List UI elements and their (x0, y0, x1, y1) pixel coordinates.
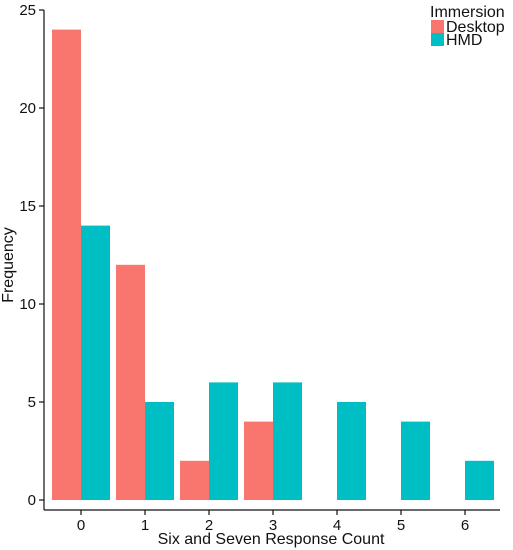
x-tick-label-4: 4 (333, 517, 341, 534)
x-axis-label: Six and Seven Response Count (158, 531, 385, 548)
bar-desktop-3 (244, 421, 273, 500)
x-tick-label-1: 1 (141, 517, 149, 534)
x-tick-label-6: 6 (461, 517, 469, 534)
bar-desktop-1 (116, 264, 145, 500)
bar-hmd-1 (145, 402, 174, 500)
y-tick-label-0: 0 (28, 492, 36, 509)
bars-group (52, 29, 494, 500)
y-tick-label-10: 10 (19, 296, 36, 313)
bar-hmd-2 (209, 382, 238, 500)
bar-hmd-0 (81, 225, 110, 500)
legend-label-desktop: Desktop (446, 19, 505, 36)
y-tick-label-15: 15 (19, 198, 36, 215)
bar-desktop-0 (52, 29, 81, 500)
legend-swatch-desktop (431, 20, 444, 33)
bar-hmd-4 (337, 402, 366, 500)
bar-hmd-5 (401, 421, 430, 500)
y-tick-label-25: 25 (19, 2, 36, 19)
x-tick-label-0: 0 (77, 517, 85, 534)
legend-title: Immersion (430, 4, 505, 21)
x-axis: 0 1 2 3 4 5 6 (44, 509, 500, 534)
legend-swatch-hmd (431, 33, 444, 46)
x-tick-label-5: 5 (397, 517, 405, 534)
x-tick-label-2: 2 (205, 517, 213, 534)
bar-desktop-2 (180, 460, 209, 500)
bar-hmd-3 (273, 382, 302, 500)
legend-label-hmd: HMD (446, 32, 482, 49)
y-tick-label-5: 5 (28, 394, 36, 411)
y-axis-label: Frequency (0, 227, 17, 303)
y-tick-label-20: 20 (19, 100, 36, 117)
bar-hmd-6 (465, 460, 494, 500)
x-tick-label-3: 3 (269, 517, 277, 534)
y-axis: 0 5 10 15 20 25 (19, 2, 45, 510)
